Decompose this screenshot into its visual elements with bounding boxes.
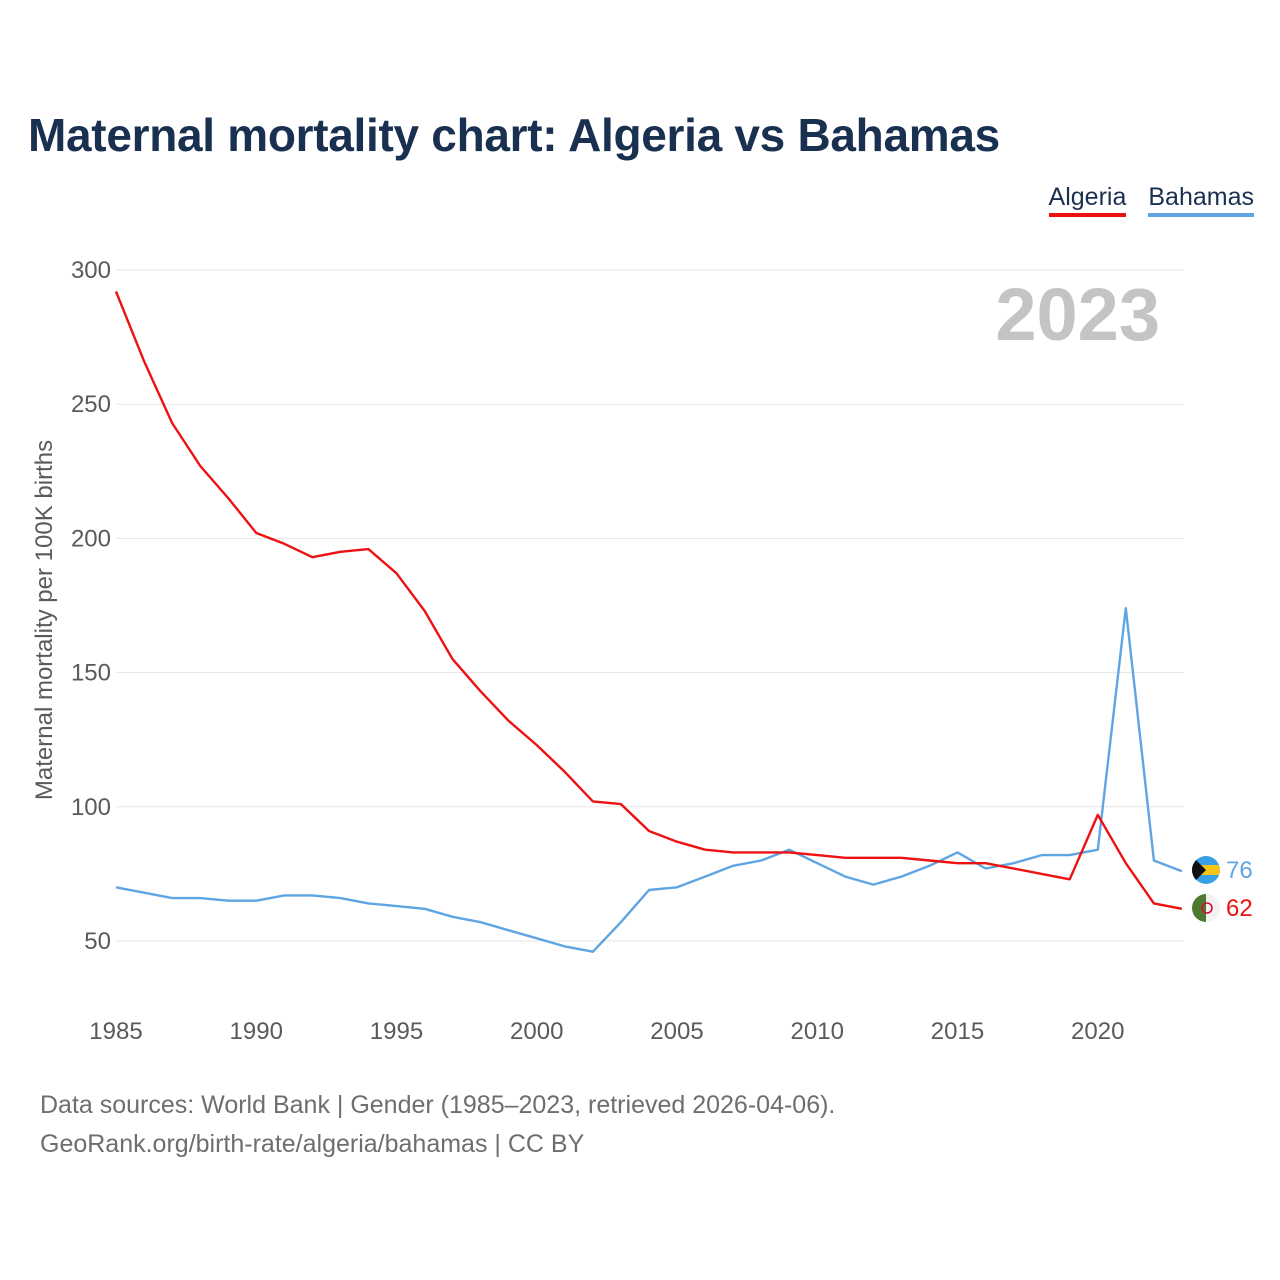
x-tick-label: 2005 (650, 1018, 703, 1045)
series-end-markers: 76 62 (1192, 856, 1253, 922)
series-line-bahamas[interactable] (115, 607, 1183, 953)
algeria-end-label: 62 (1226, 895, 1253, 922)
y-tick-label: 100 (71, 794, 111, 821)
y-axis-label: Maternal mortality per 100K births (31, 440, 58, 800)
year-watermark: 2023 (995, 273, 1160, 356)
footer: Data sources: World Bank | Gender (1985–… (40, 1086, 835, 1164)
y-axis-ticks: 50 100 150 200 250 300 (71, 257, 111, 955)
chart-title: Maternal mortality chart: Algeria vs Bah… (28, 109, 1000, 161)
series-lines (114, 291, 1183, 953)
data-source-text: Data sources: World Bank | Gender (1985–… (40, 1091, 836, 1119)
y-tick-label: 200 (71, 525, 111, 552)
x-tick-label: 1985 (89, 1018, 142, 1045)
x-tick-label: 2015 (931, 1018, 984, 1045)
series-line-algeria[interactable] (114, 291, 1183, 910)
bahamas-end-label: 76 (1226, 857, 1253, 884)
x-tick-label: 2020 (1071, 1018, 1124, 1045)
algeria-flag-icon (1192, 894, 1220, 922)
grid-lines (116, 269, 1184, 942)
y-tick-label: 150 (71, 660, 111, 687)
x-tick-label: 1995 (370, 1018, 423, 1045)
x-tick-label: 2010 (791, 1018, 844, 1045)
bahamas-flag-icon (1192, 856, 1220, 884)
x-tick-label: 1990 (230, 1018, 283, 1045)
y-tick-label: 50 (84, 928, 111, 955)
x-tick-label: 2000 (510, 1018, 563, 1045)
y-tick-label: 250 (71, 391, 111, 418)
legend-item-bahamas[interactable]: Bahamas (1148, 183, 1254, 217)
attribution-link[interactable]: GeoRank.org/birth-rate/algeria/bahamas |… (40, 1130, 585, 1158)
legend-item-algeria[interactable]: Algeria (1048, 183, 1127, 217)
legend: Algeria Bahamas (1048, 183, 1254, 217)
line-chart: 2023 Maternal mortality per 100K births … (31, 257, 1253, 1045)
x-axis-ticks: 1985 1990 1995 2000 2005 2010 2015 2020 (89, 1018, 1124, 1045)
y-tick-label: 300 (71, 257, 111, 284)
